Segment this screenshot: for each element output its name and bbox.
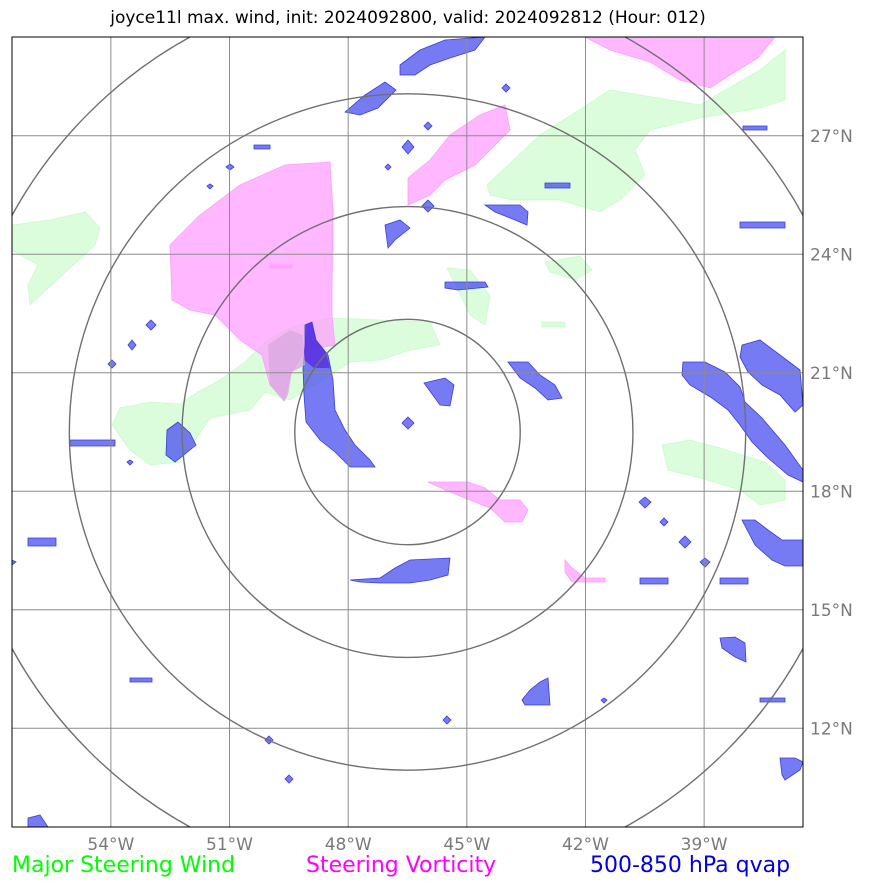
- qvap-area: [681, 361, 803, 483]
- qvap-area: [12, 559, 17, 566]
- qvap-area: [544, 182, 571, 189]
- wind-area: [486, 49, 786, 213]
- vorticity-wind-overlap: [268, 330, 305, 402]
- lat-tick-label: 24°N: [810, 245, 853, 265]
- lon-tick-label: 39°W: [681, 835, 728, 855]
- qvap-area: [423, 377, 455, 407]
- vorticity-area: [564, 558, 606, 583]
- qvap-area: [507, 361, 563, 401]
- wind-area: [446, 267, 491, 326]
- vorticity-area: [269, 264, 293, 269]
- qvap-area: [126, 459, 134, 466]
- wind-area: [12, 211, 101, 306]
- legend-major-steering-wind: Major Steering Wind: [12, 853, 236, 878]
- vorticity-area: [584, 37, 776, 89]
- qvap-area: [27, 537, 57, 547]
- lat-tick-label: 27°N: [810, 127, 853, 147]
- lon-tick-label: 54°W: [87, 835, 134, 855]
- range-rings: [12, 37, 803, 827]
- lat-tick-label: 18°N: [810, 482, 853, 502]
- qvap-area: [69, 439, 116, 447]
- qvap-area: [349, 557, 451, 584]
- qvap-area: [253, 144, 271, 150]
- qvap-area: [742, 125, 768, 131]
- qvap-area: [639, 577, 669, 585]
- qvap-area: [399, 37, 486, 76]
- wind-area: [541, 321, 566, 328]
- lon-tick-label: 45°W: [443, 835, 490, 855]
- qvap-area: [401, 416, 415, 430]
- qvap-area: [659, 517, 669, 527]
- lon-tick-label: 48°W: [325, 835, 372, 855]
- range-ring: [181, 205, 634, 659]
- qvap-area: [421, 199, 435, 213]
- legend-steering-vorticity: Steering Vorticity: [306, 853, 497, 878]
- qvap-area: [165, 421, 197, 463]
- qvap-area: [719, 636, 747, 663]
- lat-lon-grid: [12, 37, 803, 827]
- range-ring: [294, 318, 521, 546]
- qvap-area: [638, 496, 652, 509]
- qvap-area: [741, 519, 803, 567]
- qvap-area: [600, 697, 608, 704]
- wind-area: [544, 255, 593, 281]
- qvap-area: [719, 577, 749, 585]
- qvap-area: [501, 83, 511, 93]
- qvap-area: [129, 677, 153, 683]
- qvap-area: [483, 204, 529, 226]
- qvap-area: [521, 677, 551, 706]
- qvap-area: [779, 757, 803, 781]
- latitude-tick-labels: 12°N 15°N 18°N 21°N 24°N 27°N: [810, 127, 853, 740]
- wind-area: [661, 439, 786, 506]
- qvap-area: [344, 81, 397, 116]
- map-frame: [11, 36, 804, 828]
- qvap-area: [739, 339, 803, 413]
- range-ring: [68, 93, 747, 771]
- vorticity-area: [407, 104, 511, 206]
- qvap-area: [442, 715, 452, 725]
- qvap-area: [206, 183, 214, 190]
- qvap-area: [739, 221, 786, 229]
- longitude-tick-labels: 54°W 51°W 48°W 45°W 42°W 39°W: [87, 835, 727, 855]
- lat-tick-label: 15°N: [810, 601, 853, 621]
- qvap-area: [401, 139, 415, 155]
- vorticity-area: [427, 481, 529, 523]
- lon-tick-label: 42°W: [562, 835, 609, 855]
- qvap-area: [423, 121, 433, 131]
- legend-qvap: 500-850 hPa qvap: [590, 853, 791, 878]
- plot-title: joyce11l max. wind, init: 2024092800, va…: [110, 8, 706, 28]
- qvap-area: [145, 319, 157, 331]
- lat-tick-label: 12°N: [810, 719, 853, 739]
- qvap-area: [127, 339, 137, 351]
- lat-tick-label: 21°N: [810, 364, 853, 384]
- qvap-area: [27, 814, 49, 827]
- qvap-area: [384, 219, 411, 249]
- steering-wind-layer: [12, 49, 786, 506]
- qvap-area: [759, 697, 786, 703]
- lon-tick-label: 51°W: [206, 835, 253, 855]
- qvap-area: [107, 359, 117, 369]
- qvap-area: [699, 557, 711, 568]
- qvap-area: [284, 774, 294, 784]
- qvap-area: [678, 535, 692, 549]
- qvap-area: [384, 163, 392, 171]
